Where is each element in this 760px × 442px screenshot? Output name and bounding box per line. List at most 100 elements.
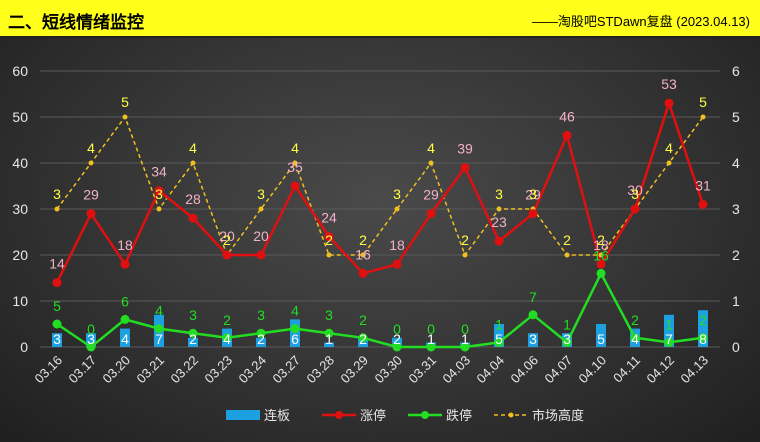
- x-tick-label: 04.06: [508, 353, 542, 387]
- data-label-dieting: 3: [189, 307, 197, 323]
- data-label-lianban: 5: [495, 331, 503, 347]
- data-label-lianban: 3: [529, 331, 537, 347]
- point-height: [156, 206, 162, 212]
- data-label-dieting: 4: [155, 303, 163, 319]
- bar-lianban: [392, 337, 402, 347]
- x-tick-label: 03.27: [270, 353, 304, 387]
- point-zhangting: [426, 209, 436, 219]
- data-label-height: 4: [291, 140, 299, 156]
- data-label-zhangting: 29: [83, 187, 99, 203]
- data-label-zhangting: 53: [661, 76, 677, 92]
- point-height: [292, 160, 298, 166]
- y-right-tick-label: 1: [732, 293, 740, 309]
- point-height: [122, 114, 128, 120]
- data-label-zhangting: 29: [525, 187, 541, 203]
- x-tick-label: 03.28: [304, 353, 338, 387]
- x-tick-label: 03.22: [168, 353, 202, 387]
- data-label-height: 4: [427, 140, 435, 156]
- data-label-zhangting: 31: [695, 177, 711, 193]
- data-label-zhangting: 18: [117, 237, 133, 253]
- x-tick-label: 04.07: [542, 353, 576, 387]
- point-zhangting: [392, 259, 402, 269]
- data-label-height: 2: [325, 232, 333, 248]
- point-zhangting: [86, 209, 96, 219]
- data-label-dieting: 1: [495, 316, 503, 332]
- data-label-height: 4: [665, 140, 673, 156]
- data-label-lianban: 1: [461, 331, 469, 347]
- y-left-tick-label: 40: [12, 155, 28, 171]
- point-zhangting: [528, 209, 538, 219]
- x-tick-label: 03.16: [32, 353, 66, 387]
- point-zhangting: [256, 250, 266, 260]
- point-dieting: [664, 337, 674, 347]
- point-dieting: [630, 333, 640, 343]
- bar-lianban: [494, 324, 504, 347]
- x-tick-label: 03.17: [66, 353, 100, 387]
- bar-lianban: [698, 310, 708, 347]
- data-label-zhangting: 23: [491, 214, 507, 230]
- data-label-lianban: 2: [393, 331, 401, 347]
- point-zhangting: [494, 236, 504, 246]
- data-label-height: 3: [393, 186, 401, 202]
- data-label-lianban: 4: [223, 331, 231, 347]
- point-dieting: [562, 337, 572, 347]
- data-label-zhangting: 46: [559, 108, 575, 124]
- y-right-tick-label: 0: [732, 339, 740, 355]
- point-height: [462, 252, 468, 258]
- point-height: [258, 206, 264, 212]
- bar-lianban: [256, 337, 266, 347]
- legend-label-lianban: 连板: [264, 408, 290, 424]
- data-label-lianban: 3: [53, 331, 61, 347]
- data-label-height: 3: [257, 186, 265, 202]
- point-zhangting: [188, 213, 198, 223]
- data-label-dieting: 1: [563, 316, 571, 332]
- data-label-dieting: 3: [325, 307, 333, 323]
- data-label-dieting: 2: [223, 312, 231, 328]
- data-label-zhangting: 18: [593, 237, 609, 253]
- point-dieting: [324, 328, 334, 338]
- data-label-dieting: 4: [291, 303, 299, 319]
- data-label-height: 2: [597, 232, 605, 248]
- y-right-tick-label: 6: [732, 63, 740, 79]
- point-zhangting: [596, 259, 606, 269]
- data-label-lianban: 6: [291, 331, 299, 347]
- data-label-height: 3: [631, 186, 639, 202]
- series-line-跌停: [56, 270, 704, 349]
- bar-lianban: [86, 333, 96, 347]
- point-dieting: [120, 314, 130, 324]
- y-left-tick-label: 0: [20, 339, 28, 355]
- point-height: [360, 252, 366, 258]
- legend-label-dieting: 跌停: [446, 408, 472, 424]
- bar-lianban: [664, 314, 674, 347]
- point-height: [54, 206, 60, 212]
- bar-lianban: [290, 319, 300, 347]
- data-label-height: 4: [87, 140, 95, 156]
- point-dieting: [596, 268, 606, 278]
- y-left-tick-label: 30: [12, 201, 28, 217]
- legend-label-zhangting: 涨停: [360, 408, 386, 424]
- x-tick-label: 03.23: [202, 353, 236, 387]
- point-dieting: [86, 342, 96, 352]
- data-label-height: 3: [529, 186, 537, 202]
- data-label-lianban: 8: [699, 331, 707, 347]
- legend: 连板 涨停 跌停 市场高度: [226, 408, 584, 424]
- x-tick-label: 03.31: [406, 353, 440, 387]
- point-dieting: [528, 310, 538, 320]
- point-height: [496, 206, 502, 212]
- data-label-lianban: 5: [597, 331, 605, 347]
- data-label-zhangting: 24: [321, 210, 337, 226]
- bar-lianban: [528, 333, 538, 347]
- data-label-dieting: 2: [699, 312, 707, 328]
- point-zhangting: [630, 204, 640, 214]
- point-zhangting: [664, 98, 674, 108]
- data-label-dieting: 3: [257, 307, 265, 323]
- point-dieting: [460, 342, 470, 352]
- point-height: [564, 252, 570, 258]
- data-label-lianban: 7: [155, 331, 163, 347]
- x-tick-label: 03.20: [100, 353, 134, 387]
- x-tick-label: 04.12: [644, 353, 678, 387]
- x-tick-label: 04.10: [576, 353, 610, 387]
- data-label-height: 3: [155, 186, 163, 202]
- point-dieting: [256, 328, 266, 338]
